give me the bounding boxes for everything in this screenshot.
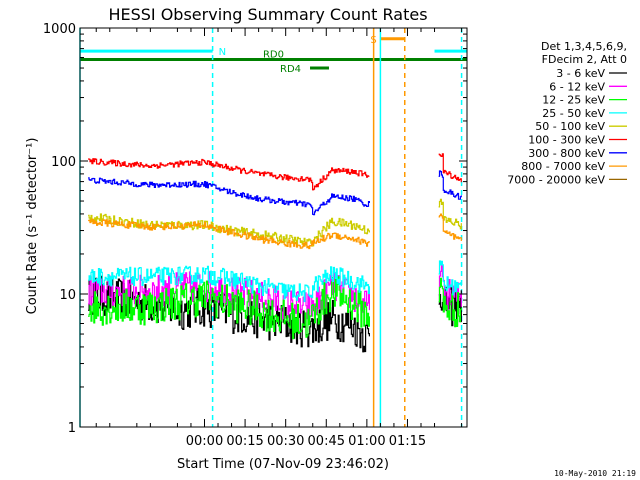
flag-label-n: N	[219, 47, 226, 58]
legend-label-3: 25 - 50 keV	[542, 107, 605, 120]
x-tick-label: 01:15	[389, 434, 426, 449]
y-tick-label: 1	[68, 421, 76, 436]
series-line-5	[438, 153, 462, 183]
legend: Det 1,3,4,5,6,9,FDecim 2, Att 03 - 6 keV…	[507, 40, 627, 186]
legend-header: FDecim 2, Att 0	[542, 53, 627, 66]
chart-title: HESSI Observing Summary Count Rates	[108, 5, 427, 24]
series-line-2	[438, 277, 462, 328]
series-line-6	[88, 177, 370, 216]
y-tick-label: 100	[51, 155, 76, 170]
y-axis-label: Count Rate (s⁻¹ detector⁻¹)	[25, 138, 40, 315]
series-line-5	[88, 158, 370, 191]
legend-label-4: 50 - 100 keV	[535, 120, 605, 133]
legend-label-0: 3 - 6 keV	[556, 67, 605, 80]
series-line-3	[438, 260, 462, 296]
series-line-2	[88, 275, 370, 340]
plot-axes: 1 10 100 1000 00:00 00:15 00:30 00:45 01:00 01:15	[43, 22, 468, 449]
x-tick-label: 00:00	[186, 434, 223, 449]
flag-label-rd4: RD4	[280, 64, 301, 75]
legend-label-6: 300 - 800 keV	[528, 147, 605, 160]
series-line-3	[88, 265, 370, 303]
footer-timestamp: 10-May-2010 21:19	[554, 469, 636, 478]
legend-label-7: 800 - 7000 keV	[521, 160, 605, 173]
series-line-7	[88, 218, 370, 250]
series-line-4	[438, 198, 462, 230]
x-tick-label: 00:45	[308, 434, 345, 449]
legend-label-5: 100 - 300 keV	[528, 134, 605, 147]
series-lines	[88, 153, 462, 353]
y-tick-label: 10	[59, 288, 76, 303]
plot-frame	[79, 27, 468, 428]
x-tick-label: 00:15	[226, 434, 263, 449]
flag-bars: NRD0RD4S	[80, 35, 467, 75]
legend-label-8: 7000 - 20000 keV	[507, 173, 605, 186]
legend-label-2: 12 - 25 keV	[542, 94, 605, 107]
series-line-6	[438, 170, 462, 200]
x-axis-label: Start Time (07-Nov-09 23:46:02)	[177, 457, 389, 472]
flag-label-rd0: RD0	[263, 49, 284, 60]
y-tick-label: 1000	[43, 22, 76, 37]
legend-header: Det 1,3,4,5,6,9,	[541, 40, 627, 53]
legend-label-1: 6 - 12 keV	[549, 80, 605, 93]
x-tick-label: 00:30	[267, 434, 304, 449]
series-line-7	[438, 213, 462, 241]
x-tick-label: 01:00	[348, 434, 385, 449]
